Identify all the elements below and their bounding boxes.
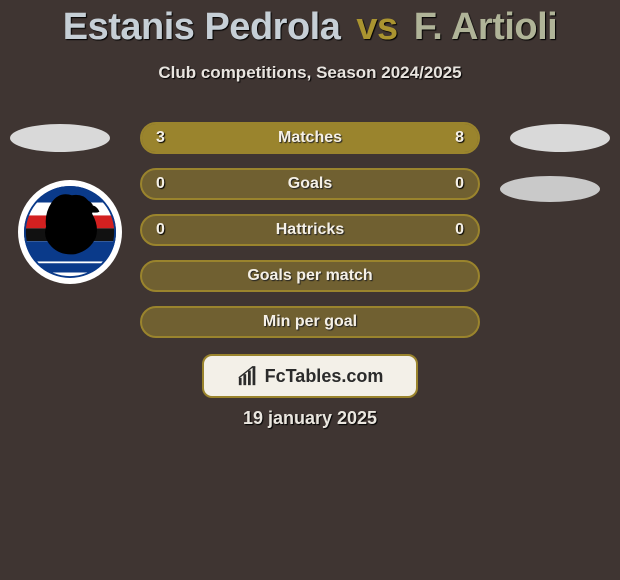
comparison-title: Estanis Pedrola vs F. Artioli <box>0 0 620 49</box>
stat-value-right: 8 <box>455 129 464 147</box>
stat-value-left: 0 <box>156 175 165 193</box>
subtitle: Club competitions, Season 2024/2025 <box>0 63 620 83</box>
stat-value-left: 3 <box>156 129 165 147</box>
player1-photo-placeholder <box>10 124 110 152</box>
stat-row: Goals per match <box>140 260 480 292</box>
stat-row: Min per goal <box>140 306 480 338</box>
brand-text: FcTables.com <box>265 366 384 387</box>
stat-row: Matches 3 8 <box>140 122 480 154</box>
stat-row: Goals 0 0 <box>140 168 480 200</box>
date-label: 19 january 2025 <box>243 408 377 429</box>
stat-value-right: 0 <box>455 175 464 193</box>
player1-club-badge <box>18 180 122 284</box>
stat-value-left: 0 <box>156 221 165 239</box>
stat-value-right: 0 <box>455 221 464 239</box>
stat-label: Goals <box>288 175 332 193</box>
stat-label: Hattricks <box>276 221 344 239</box>
stats-container: Matches 3 8 Goals 0 0 Hattricks 0 0 Goals per mat… <box>140 122 480 352</box>
stat-label: Matches <box>278 129 342 147</box>
sampdoria-badge-icon <box>24 186 116 278</box>
vs-label: vs <box>356 6 397 48</box>
chart-icon <box>237 365 259 387</box>
player2-club-placeholder <box>500 176 600 202</box>
stat-row: Hattricks 0 0 <box>140 214 480 246</box>
stat-label: Min per goal <box>263 313 357 331</box>
brand-badge: FcTables.com <box>202 354 418 398</box>
player1-name: Estanis Pedrola <box>63 6 341 48</box>
player2-name: F. Artioli <box>414 6 557 48</box>
player2-photo-placeholder <box>510 124 610 152</box>
stat-label: Goals per match <box>247 267 372 285</box>
